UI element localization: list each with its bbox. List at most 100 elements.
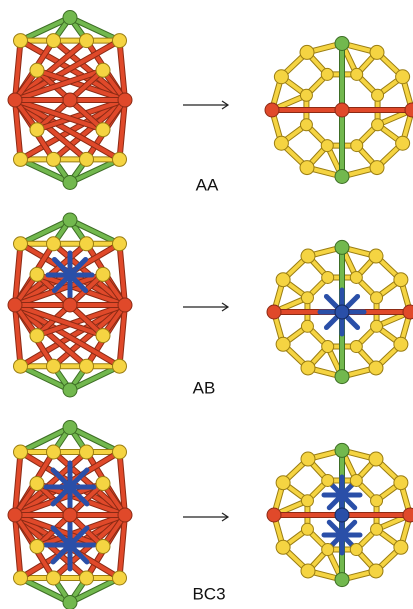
atom	[393, 475, 409, 491]
atom	[369, 160, 385, 176]
bond	[18, 15, 72, 43]
atom	[95, 62, 111, 78]
bond	[13, 513, 23, 580]
atom	[46, 444, 61, 460]
atom	[334, 304, 350, 320]
atom	[300, 248, 316, 264]
atom	[62, 382, 78, 398]
bond	[35, 98, 127, 132]
bond	[13, 241, 23, 307]
atom	[334, 369, 350, 385]
atom	[368, 451, 384, 467]
bond	[13, 98, 23, 162]
atom	[79, 358, 94, 374]
atom	[46, 358, 61, 374]
atom	[46, 236, 61, 252]
atom	[46, 33, 61, 49]
atom	[46, 570, 61, 586]
atom	[29, 266, 45, 282]
bond	[35, 303, 127, 338]
atom	[395, 135, 411, 151]
atom	[62, 507, 78, 523]
atom	[370, 522, 384, 536]
bond	[35, 272, 127, 307]
bond	[13, 38, 122, 102]
atom	[349, 270, 363, 284]
atom	[300, 360, 316, 376]
atom	[13, 151, 28, 167]
atom	[117, 507, 133, 523]
atom	[321, 543, 335, 557]
bond	[13, 98, 105, 132]
bond	[13, 272, 105, 307]
atom	[112, 33, 127, 49]
bond	[13, 303, 23, 369]
atom	[95, 328, 111, 344]
atom	[368, 563, 384, 579]
atom	[95, 539, 111, 554]
atom	[369, 44, 385, 60]
atom	[62, 595, 78, 609]
atom	[404, 102, 413, 118]
clusters	[7, 10, 413, 609]
atom	[117, 92, 133, 108]
bond	[117, 450, 127, 517]
atom	[402, 304, 413, 320]
atom	[264, 102, 280, 118]
bond	[13, 38, 23, 102]
bond	[68, 425, 122, 454]
atom	[349, 543, 363, 557]
atom	[275, 475, 291, 491]
atom	[79, 236, 94, 252]
atom	[62, 212, 78, 228]
atom	[29, 328, 45, 344]
atom	[370, 319, 384, 333]
bond	[18, 364, 72, 392]
atom	[321, 270, 335, 284]
atom	[299, 160, 315, 176]
atom	[350, 67, 364, 81]
bond	[35, 68, 127, 102]
atom	[349, 340, 363, 354]
arrow	[183, 100, 230, 110]
bond	[117, 513, 127, 580]
atom	[95, 122, 111, 138]
atom	[300, 522, 314, 536]
atom	[62, 10, 78, 25]
bond	[18, 576, 72, 605]
bond	[117, 241, 127, 307]
atom	[320, 67, 334, 81]
atom	[334, 36, 350, 51]
atom	[112, 444, 127, 460]
arrow	[183, 302, 230, 312]
row-label: BC3	[192, 584, 225, 603]
atom	[275, 336, 291, 352]
bond	[68, 303, 105, 338]
atom	[370, 494, 384, 508]
atom	[7, 297, 23, 313]
atom	[368, 360, 384, 376]
bond	[68, 218, 122, 246]
atom	[79, 570, 94, 586]
atom	[395, 69, 411, 85]
atom	[79, 151, 94, 167]
bond	[68, 157, 122, 185]
atom	[29, 539, 45, 554]
atom	[117, 297, 133, 313]
bond	[51, 303, 127, 369]
atom	[275, 272, 291, 288]
atom	[7, 92, 23, 108]
atom	[371, 88, 385, 102]
atom	[370, 291, 384, 305]
atom	[7, 507, 23, 523]
atom	[299, 44, 315, 60]
bond	[13, 98, 122, 162]
atom	[46, 151, 61, 167]
atom	[321, 473, 335, 487]
bond	[13, 68, 105, 102]
atom	[299, 118, 313, 132]
atom	[371, 118, 385, 132]
bond	[68, 576, 122, 605]
atom	[402, 507, 413, 523]
